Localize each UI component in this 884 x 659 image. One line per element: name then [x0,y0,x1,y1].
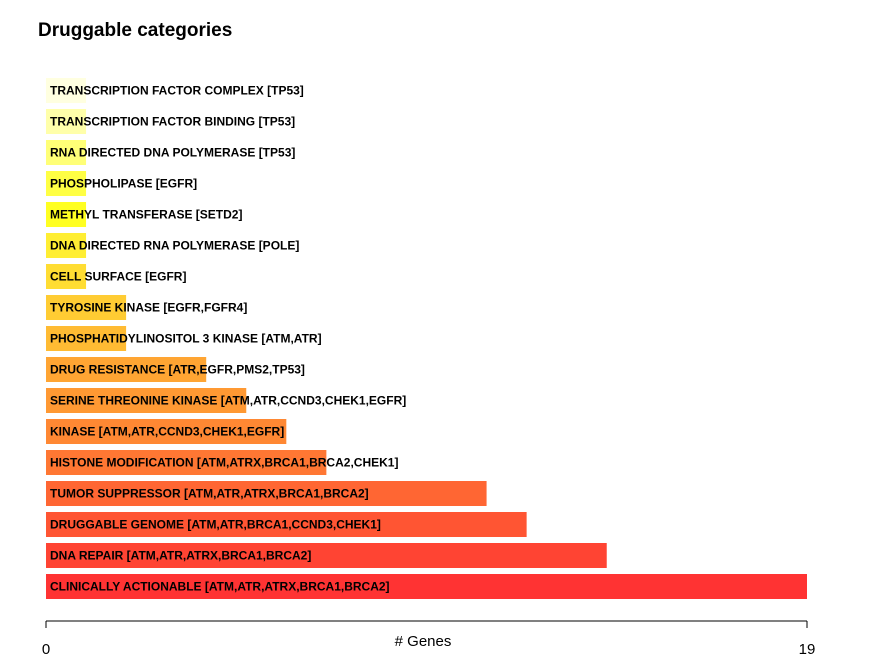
bars-group: TRANSCRIPTION FACTOR COMPLEX [TP53] TRANS… [46,78,807,599]
bar [46,233,87,258]
bar [46,171,87,196]
chart-title: Druggable categories [38,20,232,41]
bar [46,357,207,382]
bar [46,512,527,537]
bar-label: TRANSCRIPTION FACTOR BINDING [TP53] [50,115,295,129]
x-tick-label: 19 [799,641,816,658]
bar [46,481,487,506]
bar [46,109,87,134]
bar-label: TUMOR SUPPRESSOR [ATM,ATR,ATRX,BRCA1,BRC… [50,487,369,501]
bar-label: KINASE [ATM,ATR,CCND3,CHEK1,EGFR] [50,425,284,439]
bar [46,326,127,351]
bar-label: DRUG RESISTANCE [ATR,EGFR,PMS2,TP53] [50,363,305,377]
bar-label: METHYL TRANSFERASE [SETD2] [50,208,242,222]
bar [46,295,127,320]
bar [46,419,287,444]
bar-label: RNA DIRECTED DNA POLYMERASE [TP53] [50,146,295,160]
bar-label: DNA DIRECTED RNA POLYMERASE [POLE] [50,239,299,253]
bar-label: PHOSPHOLIPASE [EGFR] [50,177,197,191]
bar [46,202,87,227]
bar [46,78,87,103]
bar-label: CELL SURFACE [EGFR] [50,270,186,284]
bar [46,450,327,475]
bar-label: TYROSINE KINASE [EGFR,FGFR4] [50,301,247,315]
bar [46,140,87,165]
bar-label: DNA REPAIR [ATM,ATR,ATRX,BRCA1,BRCA2] [50,549,311,563]
x-axis-title: # Genes [395,633,452,650]
x-tick-label: 0 [42,641,50,658]
bar [46,264,87,289]
bar [46,543,607,568]
x-axis: 0 19 [42,620,816,658]
bar [46,388,247,413]
bar [46,574,807,599]
bar-label: CLINICALLY ACTIONABLE [ATM,ATR,ATRX,BRCA… [50,580,390,594]
bar-label: PHOSPHATIDYLINOSITOL 3 KINASE [ATM,ATR] [50,332,322,346]
bar-label: DRUGGABLE GENOME [ATM,ATR,BRCA1,CCND3,CH… [50,518,381,532]
bar-label: TRANSCRIPTION FACTOR COMPLEX [TP53] [50,84,304,98]
bar-label: SERINE THREONINE KINASE [ATM,ATR,CCND3,C… [50,394,406,408]
bar-label: HISTONE MODIFICATION [ATM,ATRX,BRCA1,BRC… [50,456,398,470]
